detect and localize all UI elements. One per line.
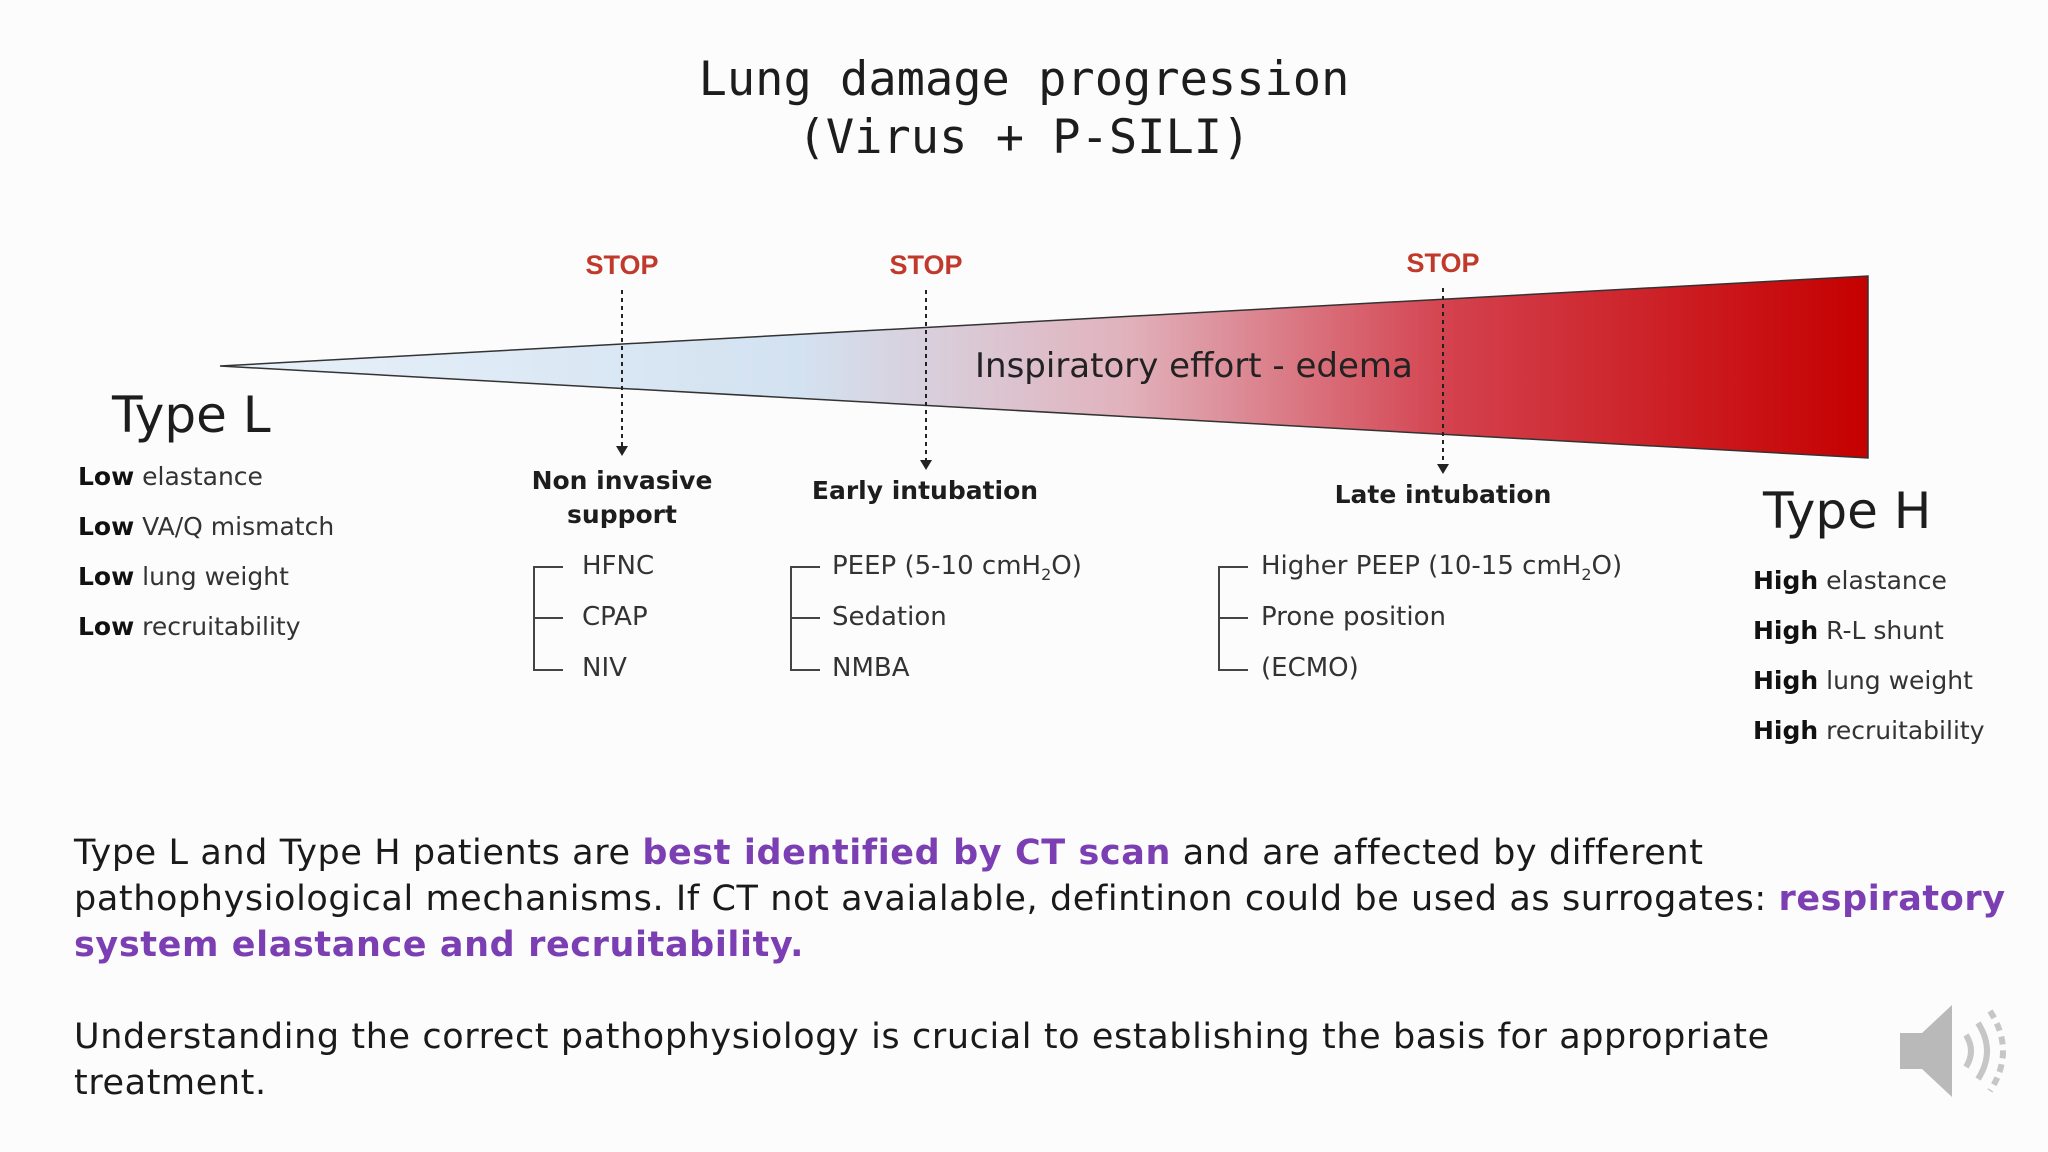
late-item-2: Prone position	[1261, 602, 1446, 632]
progression-wedge	[219, 275, 1869, 459]
stop-arrow-1	[616, 290, 628, 456]
highlight-elastance-recruitability: respiratory system elastance and recruit…	[74, 879, 2006, 965]
type-h-prop-2: High R-L shunt	[1753, 616, 1944, 645]
early-item-1: PEEP (5-10 cmH2O)	[832, 551, 1082, 585]
stop-label-1: STOP	[585, 250, 659, 280]
highlight-ct-scan: best identified by CT scan	[642, 833, 1172, 873]
title-line-1: Lung damage progression	[698, 52, 1350, 107]
type-h-title: Type H	[1763, 482, 1932, 540]
speaker-icon	[1900, 1005, 2006, 1097]
title-line-2: (Virus + P-SILI)	[797, 110, 1251, 165]
late-item-1: Higher PEEP (10-15 cmH2O)	[1261, 551, 1623, 585]
stop-label-2: STOP	[889, 250, 963, 280]
type-h-prop-1: High elastance	[1753, 566, 1947, 595]
niv-item-2: CPAP	[582, 602, 648, 632]
type-l-prop-3: Low lung weight	[78, 562, 289, 591]
type-l-prop-2: Low VA/Q mismatch	[78, 512, 335, 541]
stage-late-title: Late intubation	[1334, 480, 1552, 509]
type-h-prop-4: High recruitability	[1753, 716, 1985, 745]
stop-label-3: STOP	[1406, 248, 1480, 278]
niv-item-1: HFNC	[582, 551, 655, 581]
late-item-3: (ECMO)	[1261, 653, 1359, 683]
type-l-prop-1: Low elastance	[78, 462, 263, 491]
type-h-prop-3: High lung weight	[1753, 666, 1973, 695]
stage-niv-title: Non invasive support	[531, 466, 713, 529]
type-l-title: Type L	[112, 386, 271, 444]
paragraph-1: Type L and Type H patients are best iden…	[74, 833, 2006, 965]
paragraph-2: Understanding the correct pathophysiolog…	[74, 1017, 1770, 1103]
early-item-2: Sedation	[832, 602, 947, 632]
early-item-3: NMBA	[832, 653, 910, 683]
type-l-prop-4: Low recruitability	[78, 612, 301, 641]
stop-arrow-2	[920, 290, 932, 470]
bracket-niv	[533, 566, 563, 671]
stage-early-title: Early intubation	[811, 476, 1039, 505]
wedge-label: Inspiratory effort - edema	[975, 346, 1413, 386]
stop-arrow-3	[1437, 288, 1449, 474]
bracket-late	[1218, 566, 1248, 671]
bracket-early	[790, 566, 820, 671]
niv-item-3: NIV	[582, 653, 627, 683]
